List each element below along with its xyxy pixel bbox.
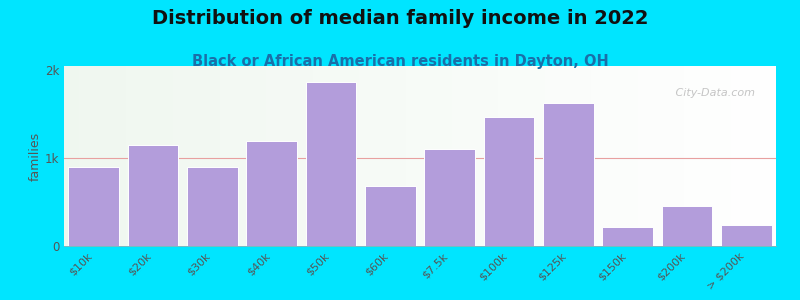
Text: Distribution of median family income in 2022: Distribution of median family income in … (152, 9, 648, 28)
Bar (69, 167, 119, 246)
Text: City-Data.com: City-Data.com (672, 88, 754, 98)
Bar (365, 186, 415, 246)
Bar (484, 117, 534, 246)
Text: Black or African American residents in Dayton, OH: Black or African American residents in D… (192, 54, 608, 69)
Bar (602, 227, 653, 246)
Bar (662, 206, 712, 246)
Bar (187, 167, 238, 246)
Bar (128, 145, 178, 246)
Bar (246, 141, 297, 246)
Y-axis label: families: families (29, 131, 42, 181)
Bar (543, 103, 594, 246)
Bar (425, 149, 475, 246)
Bar (721, 225, 771, 246)
Bar (306, 82, 356, 246)
